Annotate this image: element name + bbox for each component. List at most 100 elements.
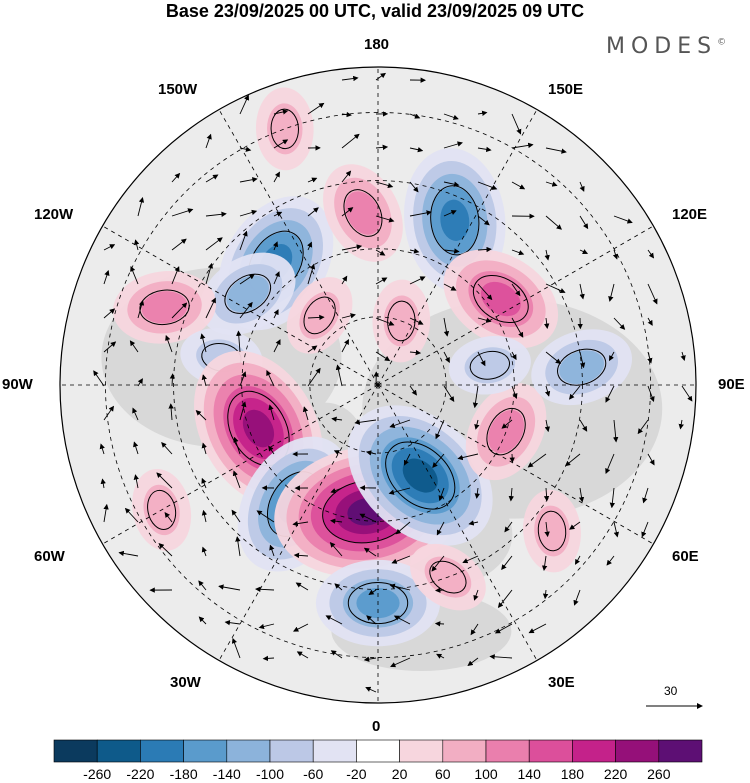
meridian-line — [377, 225, 654, 386]
wind-vector — [354, 419, 377, 425]
colorbar-swatch — [269, 739, 314, 763]
wind-vector — [103, 405, 115, 421]
colorbar-swatch — [442, 739, 487, 763]
height-contour — [147, 489, 177, 531]
anomaly-contour — [480, 281, 521, 317]
wind-vector — [273, 139, 289, 149]
wind-vector — [236, 330, 242, 353]
wind-vector — [462, 555, 479, 564]
wind-vector — [171, 266, 180, 285]
wind-vector — [443, 248, 460, 254]
wind-vector — [579, 181, 585, 192]
wind-vector — [292, 520, 309, 527]
wind-vector-layer — [93, 72, 693, 693]
wind-vector — [575, 555, 581, 565]
wind-vector — [501, 419, 513, 429]
wind-vector — [198, 580, 207, 591]
meridian-line — [377, 384, 538, 661]
wind-vector — [133, 239, 140, 251]
wind-vector — [573, 589, 581, 606]
brand-name: MODES — [606, 34, 718, 59]
wind-vector — [137, 299, 145, 319]
wind-vector — [93, 370, 105, 387]
lon-label-60e: 60E — [672, 548, 699, 565]
meridian-line — [377, 384, 654, 545]
wind-vector — [133, 441, 139, 455]
wind-vector — [201, 546, 207, 557]
wind-vector — [511, 142, 534, 149]
wind-vector — [389, 583, 411, 591]
wind-vector — [608, 283, 615, 302]
wind-vector — [129, 340, 139, 353]
wind-vector — [325, 615, 343, 625]
wind-vector — [130, 265, 139, 285]
colorbar-swatch — [615, 739, 660, 763]
wind-vector — [511, 385, 518, 399]
wind-vector — [273, 309, 279, 319]
wind-vector — [307, 263, 316, 285]
wind-vector — [375, 317, 395, 326]
vector-scale-label: 30 — [664, 684, 678, 698]
wind-vector — [239, 301, 253, 319]
wind-vector — [497, 589, 513, 609]
wind-vector — [511, 181, 526, 190]
wind-vector — [409, 181, 419, 193]
wind-vector — [647, 317, 653, 326]
wind-vector — [171, 238, 187, 251]
wind-vector — [239, 230, 248, 251]
wind-vector — [642, 487, 649, 504]
wind-vector — [612, 249, 619, 260]
wind-vector — [233, 436, 241, 455]
wind-vector — [307, 314, 325, 321]
colorbar-swatch — [226, 739, 271, 763]
wind-vector — [543, 487, 550, 502]
wind-vector — [409, 248, 420, 254]
wind-vector — [239, 177, 258, 183]
wind-vector — [527, 453, 547, 468]
lon-label-30e: 30E — [548, 674, 575, 691]
wind-vector — [637, 419, 649, 435]
wind-vector — [641, 521, 649, 538]
colorbar-tick-label: -140 — [212, 766, 241, 782]
wind-vector — [390, 657, 411, 668]
wind-vector — [255, 586, 275, 592]
wind-vector — [341, 75, 359, 82]
wind-vector — [544, 521, 550, 538]
lon-label-90e: 90E — [718, 376, 745, 393]
wind-vector — [341, 133, 360, 149]
wind-vector — [239, 401, 247, 421]
wind-vector — [307, 345, 318, 353]
wind-vector — [605, 385, 615, 403]
wind-vector — [171, 172, 181, 183]
wind-vector — [579, 283, 585, 300]
height-contour — [224, 273, 272, 314]
wind-vector — [171, 302, 188, 319]
wind-vector — [201, 374, 207, 387]
wind-vector — [409, 317, 424, 325]
wind-vector — [169, 373, 176, 387]
wind-vector — [359, 513, 377, 523]
colorbar-swatch — [183, 739, 228, 763]
wind-vector — [564, 453, 581, 467]
anomaly-contour — [141, 291, 188, 324]
lon-label-180: 180 — [364, 36, 390, 53]
wind-vector — [201, 509, 208, 523]
wind-vector — [334, 583, 343, 591]
wind-vector — [443, 283, 457, 291]
wind-vector — [436, 653, 445, 659]
wind-vector — [409, 113, 421, 119]
wind-vector — [205, 174, 219, 183]
wind-vector — [239, 209, 258, 217]
wind-vector — [293, 623, 309, 632]
wind-vector — [467, 657, 479, 667]
colorbar-swatch — [140, 739, 184, 763]
wind-vector — [375, 215, 395, 223]
anomaly-center — [465, 383, 547, 481]
wind-vector — [609, 351, 615, 362]
wind-vector — [231, 637, 241, 659]
lon-label-60w: 60W — [34, 548, 65, 565]
wind-vector — [239, 371, 247, 387]
graticule — [60, 67, 696, 703]
copyright-mark: © — [717, 37, 727, 48]
